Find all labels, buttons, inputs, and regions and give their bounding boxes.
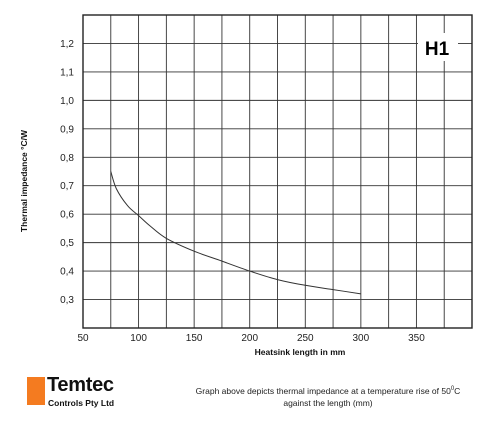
y-tick-label: 0,3 — [60, 295, 74, 306]
series-line — [110, 171, 361, 295]
temtec-logo: Temtec Controls Pty Ltd — [27, 374, 157, 413]
y-axis-ticks: 0,3 0,4 0,5 0,6 0,7 0,8 0,9 1,0 1,1 1,2 — [60, 39, 74, 306]
thermal-impedance-chart: 50 100 150 200 250 300 350 0,30,40,50,60,70,80… — [19, 14, 473, 357]
caption-superscript: 0 — [450, 386, 455, 392]
y-tick-label: 0,9 — [60, 124, 74, 135]
grid — [83, 15, 472, 328]
x-tick-label: 250 — [297, 333, 314, 344]
x-tick-label: 50 — [77, 333, 89, 344]
chart-badge: H1 — [425, 39, 450, 60]
badge-box — [418, 33, 458, 61]
y-tick-label: 0,6 — [60, 210, 74, 221]
chart-caption: Graph above depicts thermal impedance at… — [178, 383, 478, 409]
logo-name: Temtec — [47, 374, 114, 396]
plot-frame — [82, 14, 473, 329]
y-axis-label: Thermal impedance °C/W — [19, 129, 29, 232]
logo-subtitle: Controls Pty Ltd — [48, 398, 115, 408]
y-tick-label: 0,4 — [60, 267, 74, 278]
logo-mark-icon — [27, 377, 45, 405]
caption-line1-text: Graph above depicts thermal impedance at… — [195, 385, 451, 396]
caption-line2: against the length (mm) — [283, 397, 373, 408]
footer: Temtec Controls Pty Ltd Graph above depi… — [0, 370, 500, 426]
y-tick-label: 1,2 — [60, 39, 74, 50]
x-tick-label: 350 — [408, 333, 425, 344]
y-tick-label: 1,1 — [60, 67, 74, 78]
x-tick-label: 200 — [241, 333, 258, 344]
y-tick-label: 0,5 — [60, 238, 74, 249]
x-axis-ticks: 50 100 150 200 250 300 350 — [77, 333, 425, 344]
x-tick-label: 300 — [353, 333, 370, 344]
x-tick-label: 100 — [130, 333, 147, 344]
caption-line1-unit: C — [454, 385, 461, 396]
x-tick-label: 150 — [186, 333, 203, 344]
y-tick-label: 1,0 — [60, 96, 74, 107]
x-axis-label: Heatsink length in mm — [255, 347, 346, 357]
y-tick-label: 0,8 — [60, 153, 74, 164]
y-tick-label: 0,7 — [60, 181, 74, 192]
